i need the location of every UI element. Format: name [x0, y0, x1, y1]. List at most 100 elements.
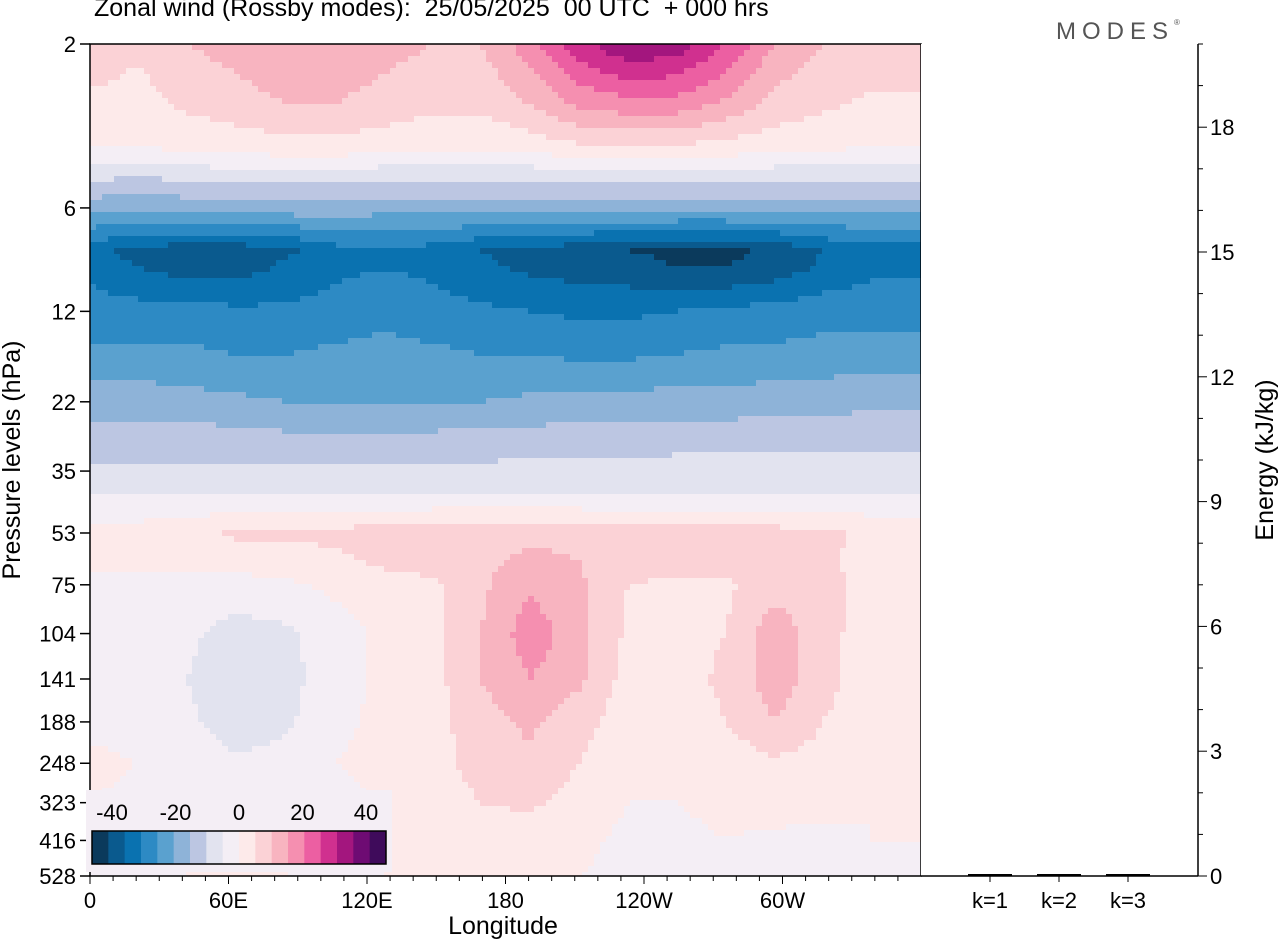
- wind-cell: [336, 86, 343, 93]
- wind-cell: [366, 110, 373, 117]
- wind-cell: [96, 116, 103, 123]
- wind-cell: [798, 152, 805, 159]
- wind-cell: [162, 110, 169, 117]
- wind-cell: [846, 188, 853, 195]
- wind-cell: [180, 200, 187, 207]
- wind-cell: [912, 224, 919, 231]
- wind-cell: [762, 146, 769, 153]
- wind-cell: [480, 230, 487, 237]
- wind-cell: [408, 134, 415, 141]
- wind-cell: [558, 200, 565, 207]
- wind-cell: [798, 194, 805, 201]
- wind-cell: [744, 176, 751, 183]
- wind-cell: [414, 200, 421, 207]
- wind-cell: [270, 176, 277, 183]
- wind-cell: [516, 116, 523, 123]
- wind-cell: [162, 194, 169, 201]
- wind-cell: [612, 68, 619, 75]
- wind-cell: [918, 230, 922, 237]
- wind-cell: [138, 62, 145, 69]
- wind-cell: [438, 104, 445, 111]
- wind-cell: [264, 212, 271, 219]
- wind-cell: [228, 140, 235, 147]
- wind-cell: [606, 116, 613, 123]
- wind-cell: [372, 248, 379, 255]
- wind-cell: [414, 236, 421, 243]
- wind-cell: [522, 128, 529, 135]
- wind-cell: [504, 170, 511, 177]
- wind-cell: [570, 44, 577, 51]
- wind-cell: [144, 230, 151, 237]
- wind-cell: [864, 80, 871, 87]
- wind-cell: [342, 110, 349, 117]
- wind-cell: [408, 122, 415, 129]
- wind-cell: [144, 68, 151, 75]
- wind-cell: [654, 134, 661, 141]
- wind-cell: [264, 152, 271, 159]
- wind-cell: [708, 254, 715, 261]
- wind-cell: [816, 248, 823, 255]
- wind-cell: [708, 152, 715, 159]
- wind-cell: [120, 140, 127, 147]
- wind-cell: [618, 188, 625, 195]
- wind-cell: [492, 212, 499, 219]
- wind-cell: [834, 86, 841, 93]
- wind-cell: [900, 146, 907, 153]
- wind-cell: [216, 92, 223, 99]
- wind-cell: [564, 188, 571, 195]
- wind-cell: [264, 206, 271, 213]
- wind-cell: [210, 56, 217, 63]
- wind-cell: [516, 206, 523, 213]
- wind-cell: [222, 44, 229, 51]
- wind-cell: [396, 170, 403, 177]
- wind-cell: [756, 62, 763, 69]
- wind-cell: [222, 194, 229, 201]
- wind-cell: [294, 152, 301, 159]
- wind-cell: [510, 152, 517, 159]
- wind-cell: [144, 170, 151, 177]
- wind-cell: [510, 224, 517, 231]
- wind-cell: [348, 146, 355, 153]
- wind-cell: [468, 140, 475, 147]
- wind-cell: [270, 140, 277, 147]
- wind-cell: [450, 158, 457, 165]
- wind-cell: [264, 230, 271, 237]
- wind-cell: [768, 200, 775, 207]
- wind-cell: [354, 44, 361, 51]
- wind-cell: [498, 116, 505, 123]
- wind-cell: [342, 164, 349, 171]
- wind-cell: [90, 134, 97, 141]
- wind-cell: [90, 62, 97, 69]
- wind-cell: [294, 146, 301, 153]
- wind-cell: [888, 152, 895, 159]
- wind-cell: [282, 170, 289, 177]
- wind-cell: [150, 80, 157, 87]
- wind-cell: [204, 194, 211, 201]
- wind-cell: [240, 140, 247, 147]
- wind-cell: [132, 188, 139, 195]
- wind-cell: [606, 104, 613, 111]
- wind-cell: [516, 254, 523, 261]
- wind-cell: [270, 170, 277, 177]
- wind-cell: [552, 242, 559, 249]
- wind-cell: [810, 164, 817, 171]
- wind-cell: [894, 194, 901, 201]
- wind-cell: [714, 116, 721, 123]
- wind-cell: [744, 128, 751, 135]
- wind-cell: [834, 44, 841, 51]
- wind-cell: [534, 116, 541, 123]
- wind-cell: [576, 86, 583, 93]
- wind-cell: [672, 146, 679, 153]
- wind-cell: [384, 116, 391, 123]
- wind-cell: [804, 44, 811, 51]
- wind-cell: [336, 56, 343, 63]
- wind-cell: [420, 206, 427, 213]
- wind-cell: [318, 56, 325, 63]
- wind-cell: [780, 206, 787, 213]
- wind-cell: [378, 170, 385, 177]
- wind-cell: [636, 122, 643, 129]
- wind-cell: [654, 110, 661, 117]
- wind-cell: [528, 134, 535, 141]
- wind-cell: [864, 152, 871, 159]
- wind-cell: [480, 140, 487, 147]
